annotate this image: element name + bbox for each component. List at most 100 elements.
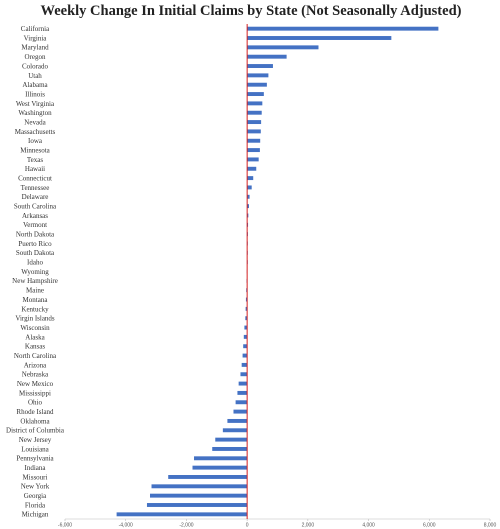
category-label: Arkansas xyxy=(22,212,48,220)
category-label: District of Columbia xyxy=(6,427,65,435)
x-tick-label: 0 xyxy=(246,523,249,529)
bar-south-carolina xyxy=(247,204,249,209)
bar-arkansas xyxy=(247,213,249,218)
category-label: Oklahoma xyxy=(20,417,50,425)
bar-virginia xyxy=(247,36,392,40)
category-label: Alabama xyxy=(22,81,48,89)
category-label: Colorado xyxy=(22,62,49,70)
bar-new-jersey xyxy=(215,437,248,442)
category-label: Maine xyxy=(26,287,44,295)
category-label: Texas xyxy=(27,156,44,164)
category-label: Utah xyxy=(28,72,42,80)
category-label: Michigan xyxy=(22,511,49,519)
category-label: West Virginia xyxy=(16,100,55,108)
bar-north-carolina xyxy=(242,353,248,358)
category-label: Vermont xyxy=(23,221,47,229)
category-label: Puerto Rico xyxy=(18,240,52,248)
bar-missouri xyxy=(168,475,248,479)
bar-montana xyxy=(245,297,248,302)
category-label: Missouri xyxy=(23,473,48,481)
bar-arizona xyxy=(241,362,248,367)
bar-kansas xyxy=(243,344,248,349)
bar-washington xyxy=(247,110,262,115)
category-label: Kentucky xyxy=(21,305,49,313)
category-label: New Hampshire xyxy=(12,277,58,285)
x-axis: -6,000 -4,000 -2,000 0 2,000 4,000 6,000 8,000 xyxy=(58,518,496,529)
category-label: Massachusetts xyxy=(15,128,56,136)
x-tick-label: -2,000 xyxy=(179,523,193,529)
category-label: Delaware xyxy=(22,193,49,201)
bar-texas xyxy=(247,157,259,162)
bar-florida xyxy=(146,503,248,507)
category-label: Iowa xyxy=(28,137,43,145)
bar-delaware xyxy=(247,194,250,199)
category-label: Idaho xyxy=(27,259,43,267)
category-label: Wisconsin xyxy=(20,324,50,332)
chart-title: Weekly Change In Initial Claims by State… xyxy=(41,3,462,19)
bar-oklahoma xyxy=(227,418,248,423)
x-tick-label: -6,000 xyxy=(58,523,72,529)
bar-virgin-islands xyxy=(245,316,248,321)
category-label: Connecticut xyxy=(18,175,52,183)
category-label: Pennsylvania xyxy=(16,455,54,463)
bar-maryland xyxy=(247,45,319,50)
bar-west-virginia xyxy=(247,101,263,106)
category-label: Washington xyxy=(18,109,52,117)
bar-oregon xyxy=(247,54,287,59)
bar-iowa xyxy=(247,138,261,143)
category-label: New Mexico xyxy=(17,380,54,388)
bar-alabama xyxy=(247,82,267,87)
bar-minnesota xyxy=(247,148,260,153)
bar-connecticut xyxy=(247,176,254,181)
category-label: Georgia xyxy=(24,492,47,500)
bar-california xyxy=(247,26,439,31)
category-label: Tennessee xyxy=(21,184,50,192)
bar-rhode-island xyxy=(233,409,248,414)
bar-ohio xyxy=(235,400,248,405)
category-label: North Carolina xyxy=(14,352,57,360)
category-label: California xyxy=(21,25,50,33)
x-tick-label: -4,000 xyxy=(119,523,133,529)
category-label: New York xyxy=(21,483,50,491)
bar-hawaii xyxy=(247,166,257,171)
bar-kentucky xyxy=(245,306,248,311)
bar-mississippi xyxy=(237,390,248,395)
bar-new-york xyxy=(151,484,248,489)
category-label: Montana xyxy=(23,296,49,304)
bars-group xyxy=(116,26,439,517)
category-label: Nevada xyxy=(24,118,46,126)
category-label: North Dakota xyxy=(16,231,55,239)
category-label: South Dakota xyxy=(16,249,55,257)
category-label: Nebraska xyxy=(22,371,49,379)
bar-tennessee xyxy=(247,185,252,190)
bar-pennsylvania xyxy=(194,456,248,461)
bar-wisconsin xyxy=(244,325,248,330)
category-label: Florida xyxy=(25,501,46,509)
category-label: Indiana xyxy=(25,464,47,472)
category-label: Ohio xyxy=(28,399,43,407)
bar-colorado xyxy=(247,64,273,68)
category-label: Virgin Islands xyxy=(15,315,55,323)
x-tick-label: 4,000 xyxy=(362,523,375,529)
bar-alaska xyxy=(243,334,248,339)
bar-indiana xyxy=(192,465,248,470)
x-tick-label: 6,000 xyxy=(423,523,436,529)
category-label: Virginia xyxy=(24,34,48,42)
category-label: Rhode Island xyxy=(16,408,54,416)
bar-massachusetts xyxy=(247,129,261,134)
category-label: Maryland xyxy=(21,44,49,52)
bar-nevada xyxy=(247,120,262,125)
bar-nebraska xyxy=(240,372,248,377)
category-label: Kansas xyxy=(25,343,45,351)
category-label: New Jersey xyxy=(19,436,52,444)
category-label: South Carolina xyxy=(14,203,57,211)
bar-michigan xyxy=(116,512,248,517)
category-label: Alaska xyxy=(25,333,45,341)
bar-district-of-columbia xyxy=(222,428,248,433)
bar-louisiana xyxy=(212,446,248,451)
x-tick-label: 2,000 xyxy=(302,523,315,529)
category-label: Hawaii xyxy=(25,165,45,173)
category-label: Arizona xyxy=(24,361,47,369)
